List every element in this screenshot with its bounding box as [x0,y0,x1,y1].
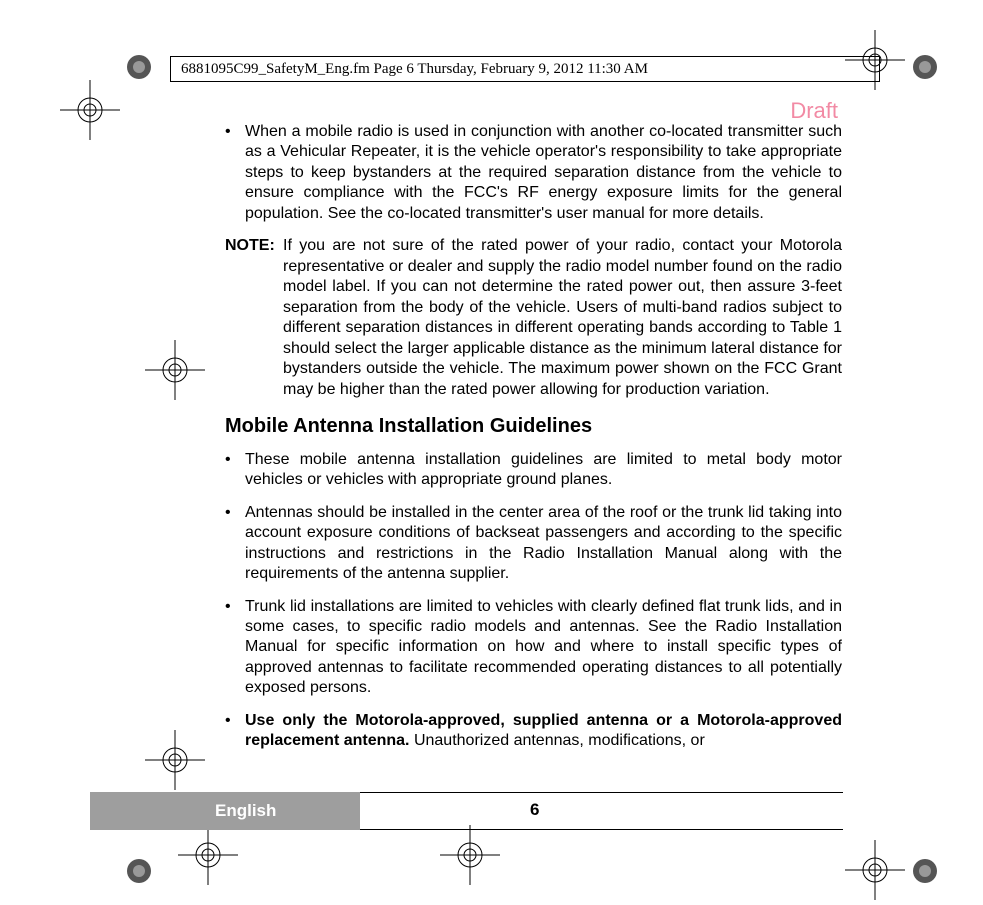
bullet-item: • Use only the Motorola-approved, suppli… [225,711,842,752]
crop-mark-icon [145,340,205,400]
text-run: Unauthorized antennas, modifications, or [410,732,705,749]
bullet-dot-icon: • [225,711,245,752]
bullet-item: • Trunk lid installations are limited to… [225,597,842,699]
crop-mark-icon [145,730,205,790]
note-label: NOTE: [225,236,283,400]
crop-mark-icon [440,825,500,885]
bullet-item: • These mobile antenna installation guid… [225,450,842,491]
bullet-dot-icon: • [225,503,245,585]
header-text: 6881095C99_SafetyM_Eng.fm Page 6 Thursda… [181,61,648,78]
bullet-dot-icon: • [225,597,245,699]
bullet-dot-icon: • [225,122,245,224]
page-number: 6 [530,800,539,820]
bullet-text: Antennas should be installed in the cent… [245,503,842,585]
bullet-item: • When a mobile radio is used in conjunc… [225,122,842,224]
note-block: NOTE: If you are not sure of the rated p… [225,236,842,400]
reg-mark-icon [910,52,940,82]
note-text: If you are not sure of the rated power o… [283,236,842,400]
reg-mark-icon [910,856,940,886]
bullet-text: When a mobile radio is used in conjuncti… [245,122,842,224]
reg-mark-icon [124,856,154,886]
bullet-dot-icon: • [225,450,245,491]
bullet-item: • Antennas should be installed in the ce… [225,503,842,585]
crop-mark-icon [60,80,120,140]
bullet-text: These mobile antenna installation guidel… [245,450,842,491]
document-body: • When a mobile radio is used in conjunc… [225,122,842,764]
language-label: English [215,801,276,821]
language-tab: English [90,792,360,830]
crop-mark-icon [845,840,905,900]
reg-mark-icon [124,52,154,82]
bullet-text: Trunk lid installations are limited to v… [245,597,842,699]
section-heading: Mobile Antenna Installation Guidelines [225,414,842,440]
crop-mark-icon [178,825,238,885]
bullet-text: Use only the Motorola-approved, supplied… [245,711,842,752]
page-header-bar: 6881095C99_SafetyM_Eng.fm Page 6 Thursda… [170,56,880,82]
footer-rule [360,829,843,830]
draft-watermark: Draft [790,98,838,124]
